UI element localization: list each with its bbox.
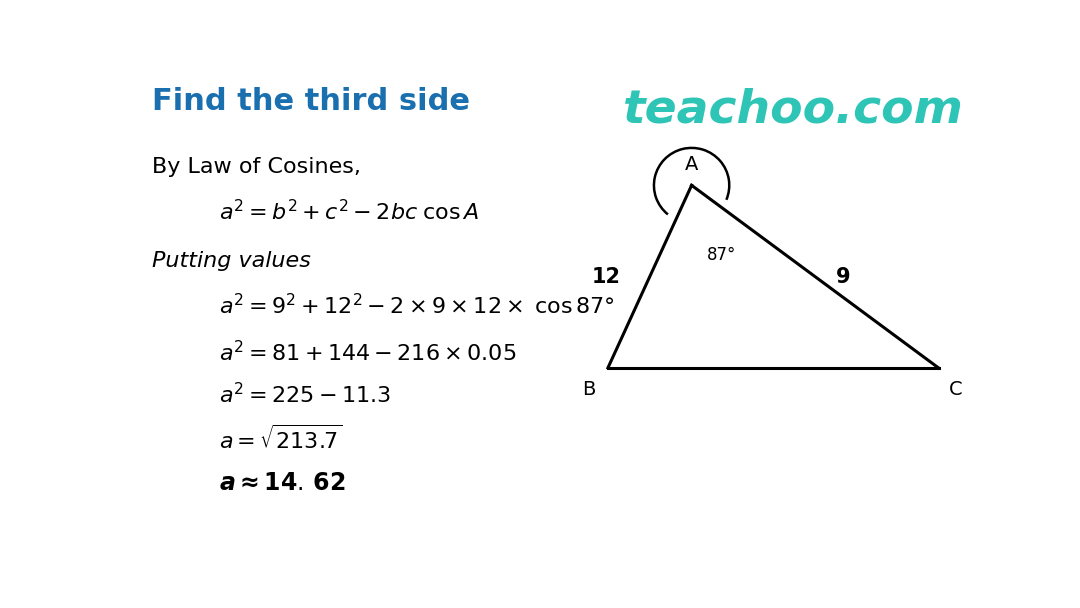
Text: B: B	[582, 379, 595, 399]
Text: $a^2 = 9^2 + 12^2 - 2 \times 9 \times 12 \times\; \cos 87°$: $a^2 = 9^2 + 12^2 - 2 \times 9 \times 12…	[218, 293, 615, 318]
Text: teachoo.com: teachoo.com	[623, 87, 963, 132]
Text: C: C	[948, 379, 962, 399]
Text: 87°: 87°	[707, 246, 737, 264]
Text: By Law of Cosines,: By Law of Cosines,	[151, 157, 361, 177]
Text: 9: 9	[836, 267, 851, 286]
Text: $a = \sqrt{213.7}$: $a = \sqrt{213.7}$	[218, 424, 342, 452]
Text: $a^2 = 81 + 144 - 216 \times 0.05$: $a^2 = 81 + 144 - 216 \times 0.05$	[218, 340, 516, 365]
Text: A: A	[685, 154, 699, 174]
Text: $a^2 = b^2 + c^2 - 2bc\;\cos A$: $a^2 = b^2 + c^2 - 2bc\;\cos A$	[218, 199, 478, 224]
Text: Putting values: Putting values	[151, 251, 311, 271]
Text: Find the third side: Find the third side	[151, 87, 470, 116]
Text: $\boldsymbol{a \approx 14.\,62}$: $\boldsymbol{a \approx 14.\,62}$	[218, 471, 346, 495]
Text: 12: 12	[592, 267, 620, 286]
Text: $a^2 = 225 - 11.3$: $a^2 = 225 - 11.3$	[218, 382, 391, 407]
